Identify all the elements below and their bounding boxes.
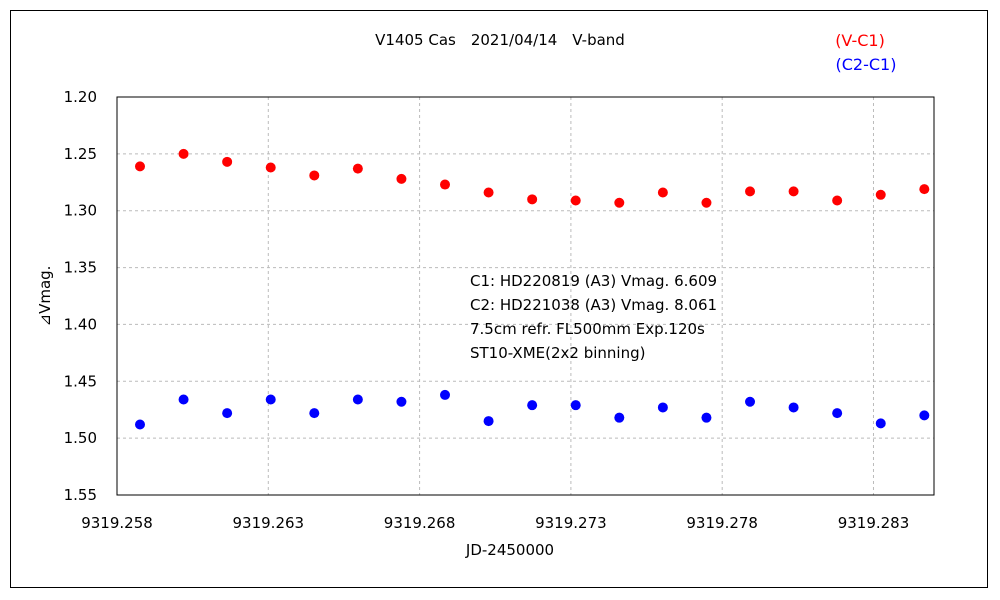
y-axis-label: ⊿Vmag. <box>36 266 54 327</box>
legend-c2-c1: (C2-C1) <box>836 55 897 74</box>
c2-c1-point <box>919 410 930 421</box>
x-tick-label: 9319.258 <box>81 514 153 532</box>
x-tick-label: 9319.273 <box>535 514 607 532</box>
x-axis-label: JD-2450000 <box>465 541 554 559</box>
v-c1-point <box>352 163 363 174</box>
c2-c1-point <box>745 396 756 407</box>
c2-c1-point <box>657 402 668 413</box>
v-c1-point <box>832 195 843 206</box>
c2-c1-point <box>222 408 233 419</box>
y-tick-label: 1.35 <box>64 259 97 277</box>
y-tick-label: 1.30 <box>64 202 97 220</box>
x-tick-label: 9319.283 <box>838 514 910 532</box>
v-c1-point <box>527 194 538 205</box>
x-tick-label: 9319.278 <box>686 514 758 532</box>
x-tick-label: 9319.263 <box>233 514 305 532</box>
c2-c1-point <box>265 394 276 405</box>
grid <box>117 97 934 495</box>
c2-c1-point <box>396 396 407 407</box>
x-tick-label: 9319.268 <box>384 514 456 532</box>
c2-c1-point <box>832 408 843 419</box>
annotation-telescope: 7.5cm refr. FL500mm Exp.120s <box>470 320 705 338</box>
annotation-c2: C2: HD221038 (A3) Vmag. 8.061 <box>470 296 717 314</box>
c2-c1-point <box>570 400 581 411</box>
chart-frame <box>10 10 988 588</box>
v-c1-point <box>788 186 799 197</box>
y-tick-label: 1.20 <box>64 88 97 106</box>
v-c1-point <box>265 162 276 173</box>
tick-labels: 9319.258 9319.263 9319.268 9319.273 9319.278… <box>64 88 910 532</box>
c2-c1-point <box>134 419 145 430</box>
v-c1-point <box>483 187 494 198</box>
y-tick-label: 1.25 <box>64 145 97 163</box>
c2-c1-point <box>483 416 494 427</box>
v-c1-point <box>570 195 581 206</box>
v-c1-point <box>178 148 189 159</box>
y-tick-label: 1.40 <box>64 315 97 333</box>
v-c1-point <box>134 161 145 172</box>
c2-c1-point <box>614 412 625 423</box>
c2-c1-point <box>440 389 451 400</box>
y-tick-label: 1.50 <box>64 429 97 447</box>
v-c1-point <box>614 197 625 208</box>
v-c1-point <box>222 156 233 167</box>
c2-c1-point <box>701 412 712 423</box>
c2-c1-point <box>527 400 538 411</box>
v-c1-point <box>701 197 712 208</box>
c2-c1-point <box>309 408 320 419</box>
c2-c1-point <box>788 402 799 413</box>
v-c1-point <box>919 184 930 195</box>
v-c1-point <box>657 187 668 198</box>
y-tick-label: 1.55 <box>64 486 97 504</box>
v-c1-point <box>875 189 886 200</box>
plot-area <box>116 96 935 496</box>
legend-v-c1: (V-C1) <box>835 31 885 50</box>
v-c1-point <box>396 173 407 184</box>
chart-title: V1405 Cas 2021/04/14 V-band <box>375 31 625 49</box>
v-c1-point <box>745 186 756 197</box>
data-points <box>134 148 930 430</box>
c2-c1-point <box>875 418 886 429</box>
y-tick-label: 1.45 <box>64 372 97 390</box>
annotation-camera: ST10-XME(2x2 binning) <box>470 344 645 362</box>
annotation-c1: C1: HD220819 (A3) Vmag. 6.609 <box>470 272 717 290</box>
c2-c1-point <box>352 394 363 405</box>
c2-c1-point <box>178 394 189 405</box>
v-c1-point <box>440 179 451 190</box>
v-c1-point <box>309 170 320 181</box>
